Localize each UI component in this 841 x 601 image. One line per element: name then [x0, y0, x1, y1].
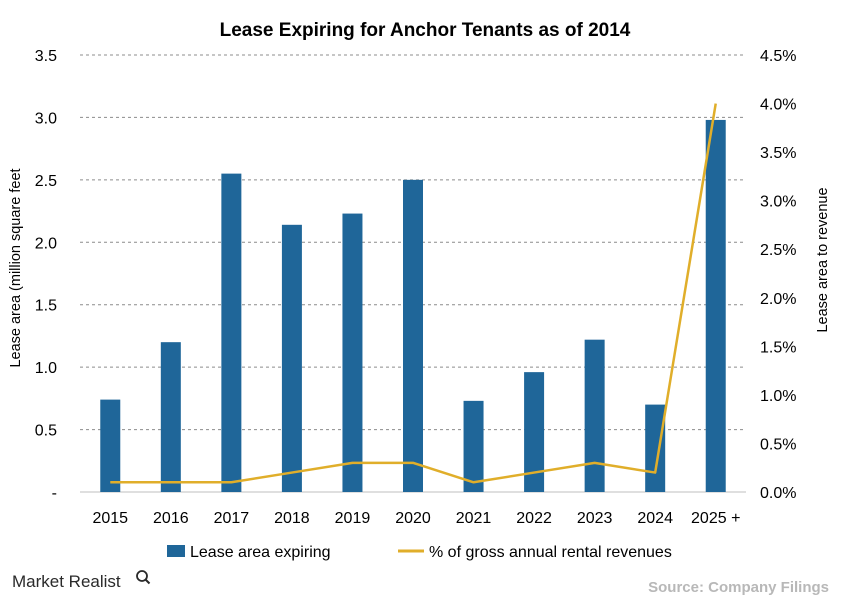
- source-note: Source: Company Filings: [648, 579, 829, 596]
- bar: [100, 399, 121, 492]
- left-tick-label: 2.0: [35, 235, 57, 252]
- x-tick-label: 2017: [214, 510, 250, 527]
- bar-series: [100, 119, 726, 492]
- legend: Lease area expiring % of gross annual re…: [167, 544, 672, 561]
- right-tick-label: 4.0%: [760, 97, 796, 114]
- left-tick-label: 3.5: [35, 48, 57, 65]
- right-tick-label: 1.0%: [760, 388, 796, 405]
- left-tick-label: 3.0: [35, 110, 57, 127]
- brand-name: Market Realist: [12, 572, 121, 591]
- bar: [403, 179, 423, 492]
- x-tick-label: 2022: [516, 510, 552, 527]
- left-tick-label: 0.5: [35, 423, 57, 440]
- right-tick-label: 1.5%: [760, 339, 796, 356]
- right-tick-label: 2.0%: [760, 291, 796, 308]
- bar: [160, 342, 181, 492]
- left-tick-label: -: [52, 485, 57, 502]
- chart-title: Lease Expiring for Anchor Tenants as of …: [220, 20, 631, 41]
- x-tick-label: 2021: [456, 510, 492, 527]
- left-tick-label: 1.5: [35, 298, 57, 315]
- bar: [463, 400, 484, 492]
- legend-bar-label: Lease area expiring: [190, 544, 331, 561]
- line-series: [110, 103, 717, 484]
- market-realist-logo: Market Realist: [12, 570, 151, 591]
- magnifier-icon: [136, 570, 151, 585]
- x-axis-ticks: 2015 2016 2017 2018 2019 2020 2021 2022 2023 2024…: [92, 510, 740, 527]
- right-tick-label: 0.5%: [760, 436, 796, 453]
- legend-line-label: % of gross annual rental revenues: [429, 544, 672, 561]
- bar: [281, 224, 302, 492]
- x-tick-label: 2018: [274, 510, 310, 527]
- right-axis-ticks: 0.0% 0.5% 1.0% 1.5% 2.0% 2.5% 3.0% 3.5% 4.0% 4.5%: [760, 48, 796, 502]
- right-tick-label: 3.5%: [760, 145, 796, 162]
- left-axis-ticks: - 0.5 1.0 1.5 2.0 2.5 3.0 3.5: [35, 48, 57, 502]
- x-tick-label: 2020: [395, 510, 431, 527]
- right-tick-label: 2.5%: [760, 242, 796, 259]
- rental-revenue-line: [110, 103, 717, 484]
- left-tick-label: 2.5: [35, 173, 57, 190]
- right-tick-label: 3.0%: [760, 194, 796, 211]
- legend-bar-swatch: [167, 545, 185, 557]
- x-tick-label: 2024: [637, 510, 673, 527]
- bar: [342, 213, 363, 492]
- x-tick-label: 2015: [92, 510, 128, 527]
- bar: [645, 404, 666, 492]
- bar: [524, 372, 545, 492]
- right-axis-label: Lease area to revenue: [815, 187, 831, 332]
- left-tick-label: 1.0: [35, 360, 57, 377]
- x-tick-label: 2019: [335, 510, 371, 527]
- right-tick-label: 0.0%: [760, 485, 796, 502]
- bar: [705, 119, 726, 492]
- right-tick-label: 4.5%: [760, 48, 796, 65]
- bar: [221, 173, 242, 492]
- left-axis-label: Lease area (million square feet: [8, 168, 24, 367]
- x-tick-label: 2016: [153, 510, 189, 527]
- x-tick-label: 2023: [577, 510, 613, 527]
- bar: [584, 339, 605, 492]
- x-tick-label: 2025 +: [691, 510, 740, 527]
